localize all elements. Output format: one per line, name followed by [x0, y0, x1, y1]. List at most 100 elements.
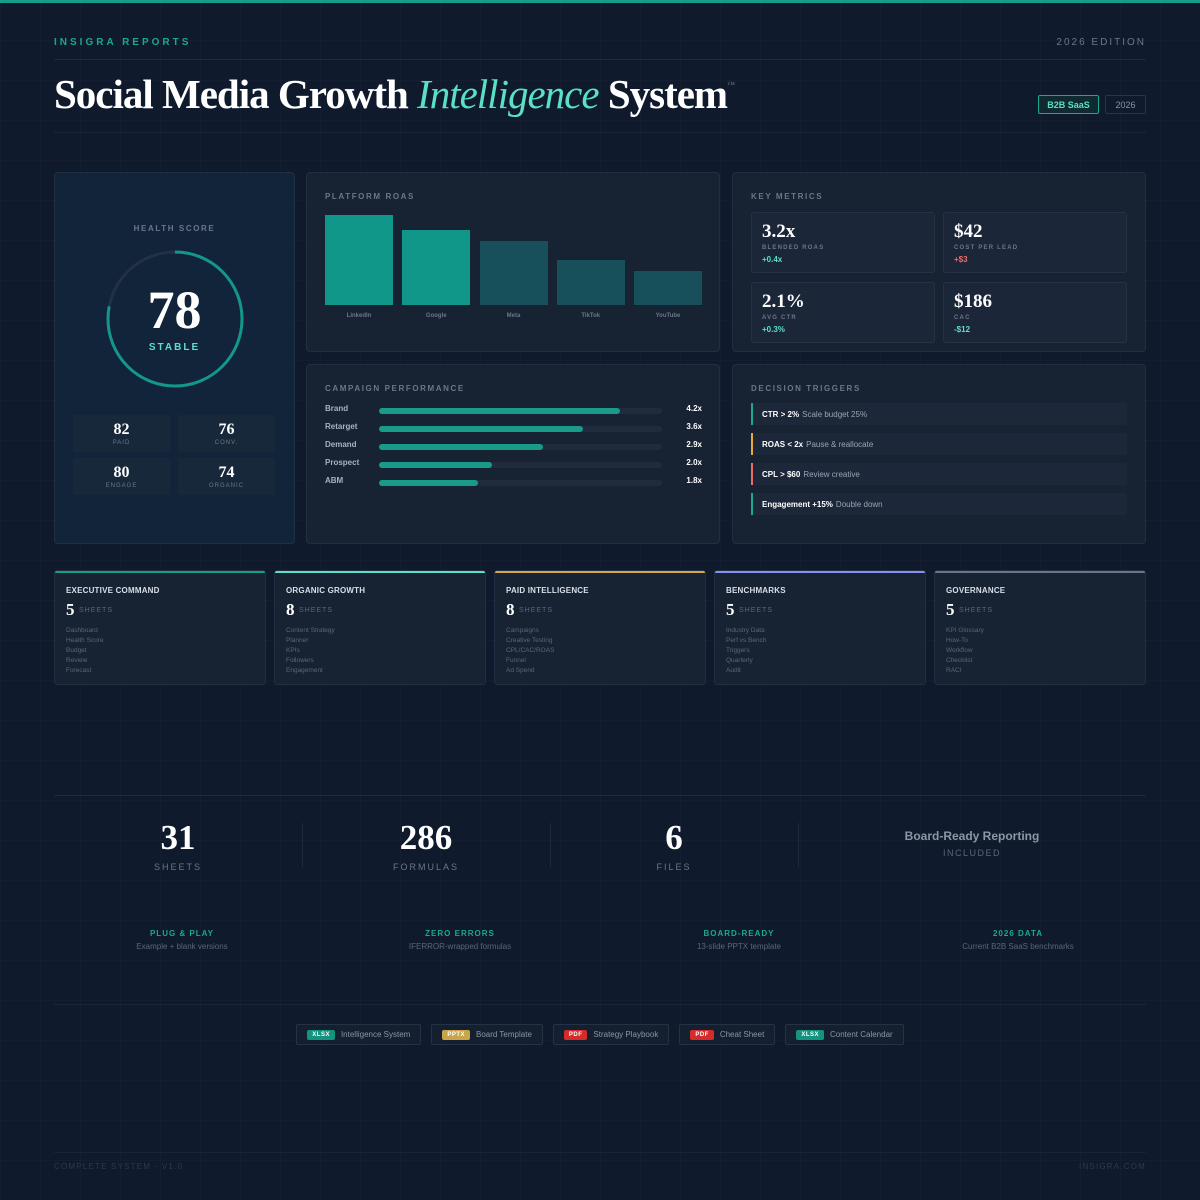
campaign-performance-panel: CAMPAIGN PERFORMANCE Brand 4.2x Retarget…	[306, 364, 720, 544]
category-unit: SHEETS	[299, 607, 334, 614]
sheet-item: Dashboard	[66, 627, 98, 634]
footer-site[interactable]: INSIGRA.COM	[1079, 1162, 1146, 1171]
feature-2026-data: 2026 DATA Current B2B SaaS benchmarks	[888, 929, 1148, 951]
file-name: Intelligence System	[340, 1030, 411, 1039]
subscore-label: PAID	[112, 440, 131, 446]
metric-delta: -$12	[954, 325, 971, 334]
file-name: Content Calendar	[829, 1030, 893, 1039]
category-title: ORGANIC GROWTH	[286, 586, 366, 595]
file-name: Board Template	[476, 1030, 532, 1039]
category-count: 8	[506, 600, 515, 619]
file-strategy-playbook[interactable]: PDF Strategy Playbook	[552, 1024, 670, 1045]
stat-label: SHEETS	[153, 862, 202, 872]
campaign-value: 4.2x	[686, 404, 702, 413]
key-metrics-title: KEY METRICS	[751, 192, 824, 201]
sheet-item: KPIs	[286, 647, 300, 654]
stat-label: FILES	[656, 862, 692, 872]
feature-desc: 13-slide PPTX template	[696, 942, 782, 951]
category-card-organic-growth[interactable]: ORGANIC GROWTH 8 SHEETS Content Strategy…	[274, 570, 486, 685]
category-count: 5	[726, 600, 735, 619]
subscore-value: 80	[113, 464, 130, 481]
tag-b2b-saas[interactable]: B2B SaaS	[1038, 95, 1099, 114]
stat-value: 6	[665, 818, 683, 857]
feature-title: BOARD-READY	[703, 929, 775, 938]
metric-value: $42	[954, 221, 983, 242]
sheet-item: Health Score	[66, 637, 104, 644]
sheet-item: How-To	[946, 637, 969, 644]
subscore-label: CONV.	[214, 440, 239, 446]
file-type-badge: PDF	[563, 1029, 588, 1040]
health-gauge	[106, 250, 244, 388]
subscore-value: 74	[218, 464, 235, 481]
category-card-executive-command[interactable]: EXECUTIVE COMMAND 5 SHEETS Dashboard Hea…	[54, 570, 266, 685]
file-intelligence-system[interactable]: XLSX Intelligence System	[296, 1024, 422, 1045]
platform-roas-chart: LinkedIn Google Meta TikTok YouTube	[325, 215, 702, 319]
sheet-item: Triggers	[726, 647, 750, 654]
metric-card-avg-ctr: 2.1% AVG CTR +0.3%	[751, 282, 935, 343]
category-count: 5	[66, 600, 75, 619]
trigger-cpl: CPL > $60 Review creative	[751, 463, 1127, 485]
roas-bar-label: Google	[425, 313, 447, 319]
category-title: EXECUTIVE COMMAND	[66, 586, 160, 595]
file-board-template[interactable]: PPTX Board Template	[431, 1024, 543, 1045]
trigger-ctr: CTR > 2% Scale budget 25%	[751, 403, 1127, 425]
campaign-row-retarget: Retarget 3.6x	[325, 422, 702, 434]
campaign-value: 1.8x	[686, 476, 702, 485]
board-ready-label: INCLUDED	[942, 848, 1001, 858]
subscore-engage: 80 ENGAGE	[73, 458, 170, 495]
feature-title: ZERO ERRORS	[425, 929, 495, 938]
footer-divider	[54, 1152, 1146, 1153]
campaign-fill	[379, 408, 620, 414]
stat-separator	[302, 823, 303, 867]
category-card-benchmarks[interactable]: BENCHMARKS 5 SHEETS Industry Data Perf v…	[714, 570, 926, 685]
category-sheet-list: KPI Glossary How-To Workflow Checklist R…	[946, 626, 984, 676]
campaign-fill	[379, 462, 493, 468]
trigger-condition: CPL > $60	[762, 469, 801, 479]
subscore-label: ENGAGE	[105, 483, 138, 489]
sheet-item: Budget	[66, 647, 87, 654]
sheet-item: Industry Data	[726, 627, 765, 634]
sheet-item: Followers	[286, 657, 314, 664]
metric-value: $186	[954, 291, 992, 312]
campaign-track	[379, 462, 662, 468]
category-card-paid-intelligence[interactable]: PAID INTELLIGENCE 8 SHEETS Campaigns Cre…	[494, 570, 706, 685]
metric-label: COST PER LEAD	[954, 245, 1019, 251]
campaign-name: Demand	[325, 440, 357, 449]
sheet-item: Planner	[286, 637, 309, 644]
metric-card-cost-per-lead: $42 COST PER LEAD +$3	[943, 212, 1127, 273]
trademark: ™	[727, 80, 735, 89]
subscore-value: 82	[113, 421, 130, 438]
health-score-title: HEALTH SCORE	[133, 224, 216, 233]
file-name: Cheat Sheet	[719, 1030, 765, 1039]
file-cheat-sheet[interactable]: PDF Cheat Sheet	[679, 1024, 776, 1045]
category-title: BENCHMARKS	[726, 586, 786, 595]
category-count: 8	[286, 600, 295, 619]
tag-year[interactable]: 2026	[1105, 95, 1146, 114]
board-ready-callout: Board-Ready Reporting INCLUDED	[872, 829, 1072, 858]
metric-card-cac: $186 CAC -$12	[943, 282, 1127, 343]
subscore-label: ORGANIC	[208, 483, 244, 489]
health-score-value: 78	[147, 280, 202, 340]
category-card-governance[interactable]: GOVERNANCE 5 SHEETS KPI Glossary How-To …	[934, 570, 1146, 685]
campaign-row-demand: Demand 2.9x	[325, 440, 702, 452]
board-ready-title: Board-Ready Reporting	[904, 829, 1040, 843]
sheet-item: Content Strategy	[286, 627, 335, 634]
sheet-item: CPL/CAC/ROAS	[506, 647, 555, 654]
metric-delta: +$3	[954, 255, 968, 264]
campaign-row-prospect: Prospect 2.0x	[325, 458, 702, 470]
trigger-action: Review creative	[803, 469, 860, 479]
campaign-fill	[379, 426, 583, 432]
campaign-name: Brand	[325, 404, 349, 413]
sheet-item: Workflow	[946, 647, 973, 654]
metric-value: 2.1%	[762, 291, 805, 312]
file-content-calendar[interactable]: XLSX Content Calendar	[785, 1024, 904, 1045]
roas-bar-google	[402, 230, 471, 305]
edition-label: 2026 EDITION	[1056, 37, 1146, 48]
feature-board-ready: BOARD-READY 13-slide PPTX template	[609, 929, 869, 951]
category-sheet-list: Industry Data Perf vs Bench Triggers Qua…	[726, 626, 766, 676]
title-divider	[54, 132, 1146, 133]
gauge-arc	[106, 250, 244, 388]
campaign-value: 3.6x	[686, 422, 702, 431]
sheet-item: RACI	[946, 667, 962, 674]
campaign-name: Retarget	[325, 422, 358, 431]
